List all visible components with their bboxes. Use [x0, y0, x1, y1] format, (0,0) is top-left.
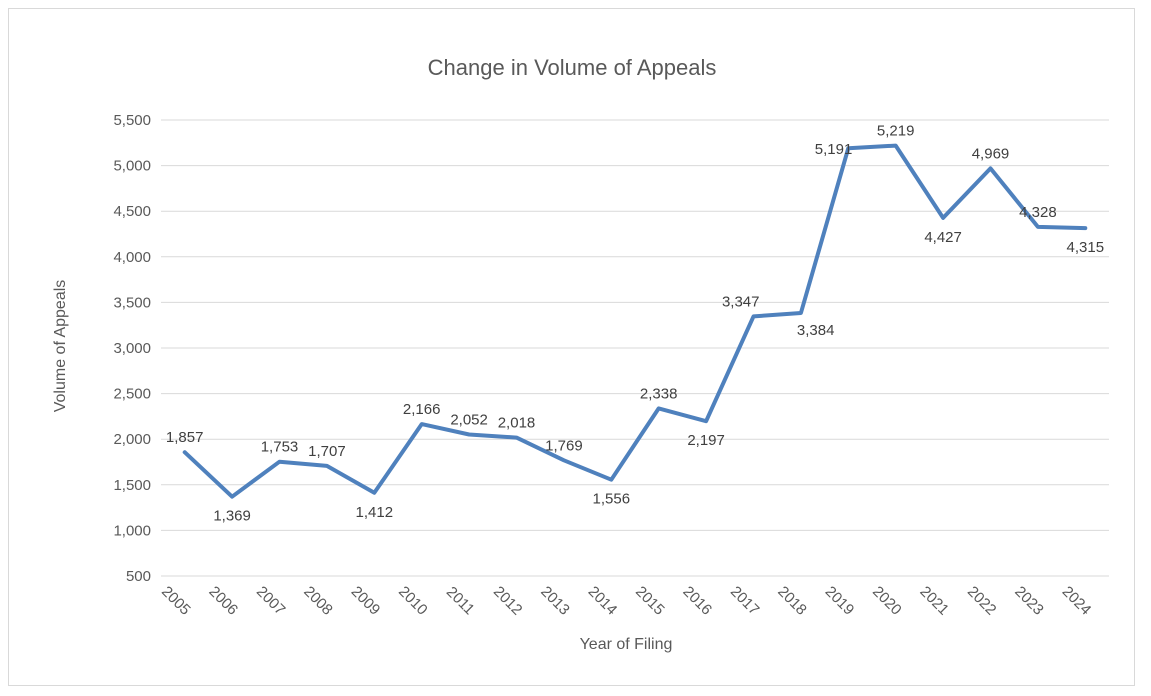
x-tick-label: 2008 [300, 583, 336, 619]
data-label: 5,191 [815, 141, 853, 158]
y-tick-label: 4,500 [113, 203, 151, 220]
data-label: 1,769 [545, 437, 583, 454]
x-tick-label: 2011 [443, 583, 478, 618]
data-label: 1,857 [166, 429, 204, 446]
x-tick-label: 2021 [916, 583, 952, 619]
data-label: 4,969 [972, 145, 1010, 162]
x-tick-label: 2020 [869, 583, 905, 619]
y-axis-title: Volume of Appeals [52, 280, 69, 413]
x-tick-label: 2005 [158, 583, 194, 619]
x-tick-label: 2018 [774, 583, 810, 619]
data-label: 2,018 [498, 415, 536, 432]
data-label: 1,412 [356, 504, 394, 521]
x-tick-label: 2006 [205, 583, 241, 619]
data-label: 2,197 [687, 432, 725, 449]
y-tick-label: 5,000 [113, 158, 151, 175]
data-label: 2,166 [403, 401, 441, 418]
x-tick-label: 2017 [727, 583, 763, 619]
data-label: 3,384 [797, 322, 835, 339]
x-tick-label: 2022 [964, 583, 1000, 619]
data-label: 4,328 [1019, 204, 1057, 221]
y-tick-label: 2,000 [113, 431, 151, 448]
x-tick-label: 2014 [585, 583, 621, 619]
y-tick-label: 1,500 [113, 477, 151, 494]
gridlines [161, 119, 1109, 577]
chart-frame: Change in Volume of Appeals 500 1,000 1,50… [8, 8, 1135, 686]
data-label: 1,753 [261, 439, 299, 456]
y-tick-label: 500 [126, 568, 151, 585]
series-line [182, 143, 1088, 499]
data-label: 5,219 [877, 123, 915, 140]
x-tick-label: 2015 [632, 583, 668, 619]
x-tick-label: 2010 [395, 583, 431, 619]
y-axis-ticks: 500 1,000 1,500 2,000 2,500 3,000 3,500 4,000 4,… [113, 112, 151, 585]
line-chart: Change in Volume of Appeals 500 1,000 1,50… [52, 55, 1109, 653]
data-label: 2,338 [640, 385, 678, 402]
x-tick-label: 2012 [490, 583, 526, 619]
y-tick-label: 3,000 [113, 340, 151, 357]
y-tick-label: 5,500 [113, 112, 151, 129]
chart-title: Change in Volume of Appeals [428, 55, 717, 80]
x-tick-label: 2024 [1059, 583, 1095, 619]
y-tick-label: 1,000 [113, 522, 151, 539]
x-tick-label: 2023 [1011, 583, 1047, 619]
data-label: 3,347 [722, 293, 760, 310]
data-label: 1,707 [308, 443, 346, 460]
x-tick-label: 2016 [679, 583, 715, 619]
y-tick-label: 2,500 [113, 386, 151, 403]
data-label: 4,315 [1067, 239, 1105, 256]
x-tick-label: 2013 [537, 583, 573, 619]
y-tick-label: 3,500 [113, 294, 151, 311]
data-label: 1,556 [593, 491, 631, 508]
data-label: 1,369 [213, 508, 251, 525]
x-tick-label: 2019 [822, 583, 858, 619]
data-label: 4,427 [924, 229, 962, 246]
x-axis-title: Year of Filing [580, 636, 673, 653]
x-tick-label: 2009 [348, 583, 384, 619]
x-axis-ticks: 2005 2006 2007 2008 2009 2010 2011 2012 2013 2014… [158, 583, 1094, 619]
y-tick-label: 4,000 [113, 249, 151, 266]
data-labels: 1,857 1,369 1,753 1,707 1,412 2,166 2,052 2,018… [166, 123, 1104, 525]
x-tick-label: 2007 [253, 583, 289, 619]
data-label: 2,052 [450, 411, 488, 428]
